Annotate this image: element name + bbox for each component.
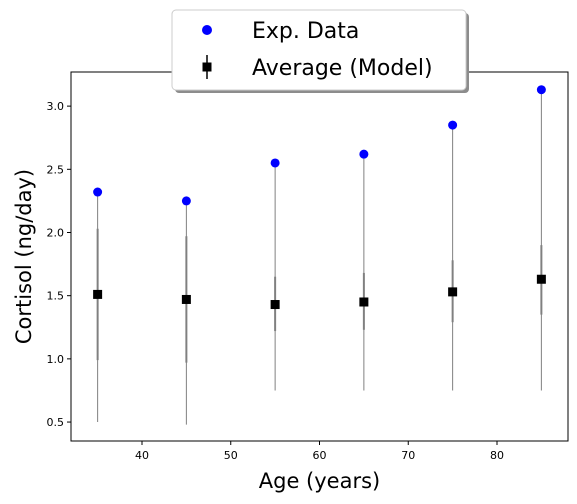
x-tick-label: 60 [313,449,327,462]
y-tick-label: 3.0 [47,100,65,113]
exp-data-point [181,196,191,206]
exp-data-point [448,120,458,130]
model-average-point [181,294,191,304]
x-tick-label: 70 [401,449,415,462]
model-average-point [93,289,103,299]
legend-label-exp-data: Exp. Data [252,19,359,44]
model-average-point [448,287,458,297]
legend: Exp. Data Average (Model) [171,9,469,93]
y-axis-title: Cortisol (ng/day) [12,169,36,344]
y-tick-label: 2.0 [47,226,65,239]
exp-data-point [536,85,546,95]
x-axis-ticks: 40 50 60 70 80 [135,441,504,462]
y-tick-label: 1.0 [47,353,65,366]
y-tick-label: 1.5 [47,290,65,303]
legend-circle-marker [202,25,212,35]
legend-box [171,9,467,91]
x-tick-label: 50 [224,449,238,462]
legend-square-marker [202,62,212,72]
model-average-point [536,274,546,284]
y-tick-label: 2.5 [47,163,65,176]
y-tick-label: 0.5 [47,416,65,429]
exp-data-point [270,158,280,168]
plot-area [70,71,569,442]
error-bars [96,89,543,425]
legend-label-average-model: Average (Model) [252,56,433,81]
exp-data-point [93,187,103,197]
x-tick-label: 40 [135,449,149,462]
x-axis-title: Age (years) [259,469,380,493]
model-average-point [270,300,280,310]
markers [93,85,546,310]
model-average-point [359,297,369,307]
y-axis-ticks: 0.5 1.0 1.5 2.0 2.5 3.0 [47,100,71,429]
exp-data-point [359,149,369,159]
x-tick-label: 80 [490,449,504,462]
